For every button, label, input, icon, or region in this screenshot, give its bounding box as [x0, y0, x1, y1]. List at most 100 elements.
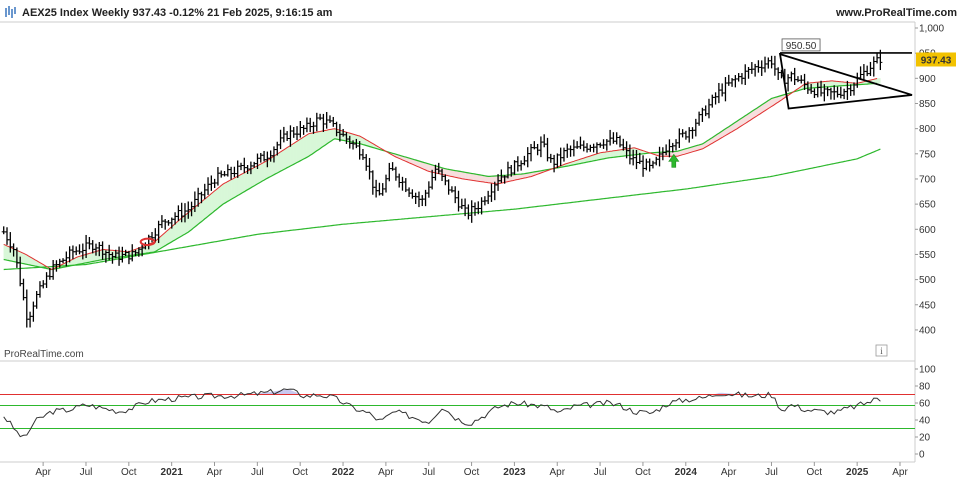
- ma-fill-segment: [300, 136, 304, 162]
- x-tick-label: 2025: [846, 467, 869, 478]
- bar-chart-icon: [5, 6, 16, 18]
- y-tick-label: 850: [919, 99, 936, 110]
- x-tick-label: Jul: [251, 467, 264, 478]
- ma-fill-segment: [471, 173, 476, 181]
- y-tick-label: 1,000: [919, 24, 944, 35]
- y-tick-label: 900: [919, 74, 936, 85]
- x-tick-label: Apr: [207, 467, 223, 478]
- rsi-tick-label: 80: [919, 382, 931, 393]
- ma-fill-segment: [283, 147, 288, 170]
- rsi-tick-label: 0: [919, 450, 925, 461]
- rsi-tick-label: 100: [919, 365, 936, 376]
- ma-mid-line: [3, 82, 878, 271]
- ma-fill-segment: [306, 133, 311, 158]
- ma-fill-segment: [487, 176, 492, 184]
- buy-arrow-icon: [668, 153, 680, 168]
- x-tick-label: Apr: [35, 467, 51, 478]
- info-icon[interactable]: i: [875, 344, 888, 357]
- ma-fill-segment: [455, 170, 459, 179]
- ma-fill-segment: [458, 170, 463, 179]
- ma-fill-segment: [224, 181, 229, 204]
- y-tick-label: 650: [919, 200, 936, 211]
- x-tick-label: Apr: [378, 467, 394, 478]
- triangle-pattern: 950.50: [139, 38, 913, 247]
- x-tick-label: 2022: [332, 467, 355, 478]
- rsi-fill-segment: [286, 389, 291, 395]
- crossover-circle-marker: [139, 237, 156, 247]
- y-tick-label: 550: [919, 250, 936, 261]
- ma-fill-segment: [3, 244, 8, 261]
- ma-fill-segment: [280, 149, 285, 172]
- rsi-panel: 100 80 60 40 20 0: [0, 365, 936, 461]
- last-price-label: 937.43: [921, 55, 952, 66]
- triangle-outline: [778, 52, 913, 110]
- y-tick-label: 500: [919, 275, 936, 286]
- x-tick-label: Oct: [635, 467, 651, 478]
- ma-fill-segment: [313, 131, 318, 154]
- ma-fill-segment: [240, 172, 245, 194]
- ma-long-line: [3, 148, 881, 271]
- rsi-levels: [0, 394, 915, 429]
- chart-type-icon-frame: [4, 6, 16, 18]
- rsi-tick-label: 60: [919, 399, 931, 410]
- ma-fill-segment: [217, 185, 222, 209]
- y-tick-label: 800: [919, 124, 936, 135]
- ma-fill-segment: [207, 193, 212, 217]
- watermark: ProRealTime.com: [4, 349, 84, 360]
- rsi-fill-segment: [283, 389, 288, 395]
- ma-fill-segment: [230, 177, 235, 200]
- last-price-tag: [916, 52, 956, 67]
- y-tick-label: 600: [919, 225, 936, 236]
- chart-title: AEX25 Index Weekly 937.43 -0.12% 21 Feb …: [22, 7, 333, 19]
- ma-fill-segment: [204, 195, 209, 220]
- x-tick-label: 2024: [675, 467, 698, 478]
- x-tick-label: Oct: [292, 467, 308, 478]
- ma-fill-segment: [221, 182, 225, 207]
- ma-fill-segment: [310, 132, 314, 156]
- svg-text:i: i: [880, 346, 883, 356]
- annotation-box: [781, 38, 821, 52]
- x-tick-label: Apr: [892, 467, 908, 478]
- time-x-axis: Apr Jul Oct 2021 Apr Jul Oct 2022 Apr Jul Oct 2023 A…: [35, 462, 908, 478]
- y-tick-label: 400: [919, 325, 936, 336]
- ma-fill-segment: [876, 78, 881, 84]
- price-bars: [1, 49, 883, 328]
- x-tick-label: Oct: [121, 467, 137, 478]
- x-tick-label: Jul: [422, 467, 435, 478]
- x-tick-label: Oct: [464, 467, 480, 478]
- ma-fill-segment: [616, 149, 621, 158]
- annotation-label: 950.50: [786, 41, 817, 52]
- ma-fill-segment: [211, 190, 215, 215]
- x-tick-label: Jul: [765, 467, 778, 478]
- ma-fill-segment: [227, 179, 232, 202]
- ma-fill-segment: [461, 171, 466, 180]
- ma-fill-segment: [316, 131, 321, 152]
- x-tick-label: Oct: [807, 467, 823, 478]
- rsi-y-axis: 100 80 60 40 20 0: [915, 365, 936, 461]
- site-url[interactable]: www.ProRealTime.com: [835, 7, 957, 19]
- price-y-axis: 1,00095090085080075070065060055050045040…: [915, 24, 956, 336]
- rsi-tick-label: 20: [919, 433, 931, 444]
- ma-fill-segment: [319, 130, 324, 149]
- ma-fill-segment: [303, 134, 308, 160]
- ma-fill-segment: [293, 140, 298, 165]
- ma-fill-segment: [234, 175, 238, 198]
- x-tick-label: 2021: [161, 467, 184, 478]
- rsi-line: [3, 388, 881, 438]
- ma-fill-segment: [296, 138, 301, 163]
- rsi-tick-label: 40: [919, 416, 931, 427]
- ma-fill-segment: [286, 145, 291, 169]
- ma-fill-segment: [214, 187, 219, 212]
- ma-fill-segment: [89, 252, 93, 263]
- ma-fill-segment: [613, 150, 617, 158]
- x-tick-label: Apr: [549, 467, 565, 478]
- ma-fill-segment: [260, 161, 265, 183]
- x-tick-label: 2023: [503, 467, 526, 478]
- x-tick-label: Jul: [594, 467, 607, 478]
- y-tick-label: 700: [919, 174, 936, 185]
- x-tick-label: Apr: [721, 467, 737, 478]
- y-tick-label: 750: [919, 149, 936, 160]
- chart-header: AEX25 Index Weekly 937.43 -0.12% 21 Feb …: [4, 6, 957, 19]
- ma-fill-segment: [609, 150, 614, 158]
